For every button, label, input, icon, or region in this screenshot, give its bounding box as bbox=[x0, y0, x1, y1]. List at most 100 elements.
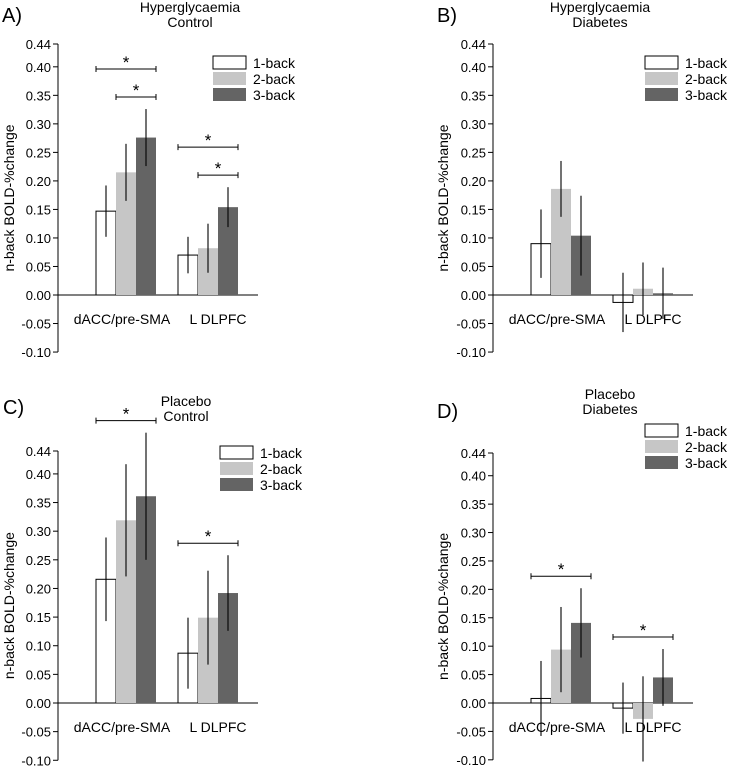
bar bbox=[551, 188, 571, 295]
y-tick-label: 0.40 bbox=[461, 469, 486, 484]
significance-star: * bbox=[133, 81, 140, 100]
y-tick-label: 0.35 bbox=[26, 88, 51, 103]
significance-star: * bbox=[205, 131, 212, 150]
y-tick-label: 0.25 bbox=[461, 145, 486, 160]
legend-label: 2-back bbox=[685, 439, 728, 455]
panel-title-line: Control bbox=[163, 408, 208, 424]
y-tick-label: 0.25 bbox=[461, 554, 486, 569]
y-tick-label: 0.05 bbox=[26, 259, 51, 274]
y-tick-label: 0.25 bbox=[26, 553, 51, 568]
y-tick-label: -0.10 bbox=[456, 345, 486, 360]
panel-title-line: Hyperglycaemia bbox=[140, 0, 241, 15]
significance-star: * bbox=[123, 53, 130, 72]
y-tick-label: 0.44 bbox=[26, 444, 51, 459]
y-tick-label: 0.05 bbox=[26, 667, 51, 682]
category-label: dACC/pre-SMA bbox=[509, 311, 606, 327]
significance-star: * bbox=[205, 527, 212, 546]
significance-star: * bbox=[558, 560, 565, 579]
y-tick-label: 0.00 bbox=[461, 288, 486, 303]
y-tick-label: 0.40 bbox=[26, 467, 51, 482]
category-label: L DLPFC bbox=[624, 311, 681, 327]
y-tick-label: 0.00 bbox=[26, 288, 51, 303]
y-tick-label: -0.10 bbox=[21, 753, 51, 768]
y-tick-label: 0.15 bbox=[461, 611, 486, 626]
y-tick-label: 0.44 bbox=[461, 37, 486, 52]
bar bbox=[116, 520, 136, 703]
legend-swatch bbox=[645, 456, 678, 469]
legend-swatch bbox=[645, 88, 678, 101]
y-tick-label: 0.40 bbox=[26, 60, 51, 75]
panel-title-line: Diabetes bbox=[582, 401, 637, 417]
legend-swatch bbox=[645, 72, 678, 85]
y-tick-label: 0.30 bbox=[461, 526, 486, 541]
y-tick-label: 0.00 bbox=[461, 696, 486, 711]
legend-label: 1-back bbox=[253, 55, 296, 71]
y-tick-label: 0.15 bbox=[26, 610, 51, 625]
y-tick-label: 0.44 bbox=[26, 37, 51, 52]
legend-swatch bbox=[644, 423, 679, 438]
legend-label: 1-back bbox=[685, 55, 728, 71]
legend-label: 3-back bbox=[685, 455, 728, 471]
y-tick-label: 0.20 bbox=[461, 174, 486, 189]
y-tick-label: 0.44 bbox=[461, 446, 486, 461]
y-axis-label: n-back BOLD-%change bbox=[435, 533, 451, 680]
y-axis-label: n-back BOLD-%change bbox=[435, 124, 451, 271]
panel-label: C) bbox=[3, 397, 24, 419]
panel-title-line: Hyperglycaemia bbox=[550, 0, 651, 15]
legend-swatch bbox=[220, 478, 253, 491]
bar bbox=[136, 496, 156, 703]
y-tick-label: 0.10 bbox=[26, 639, 51, 654]
legend-label: 1-back bbox=[260, 445, 303, 461]
category-label: dACC/pre-SMA bbox=[74, 311, 171, 327]
y-tick-label: 0.00 bbox=[26, 696, 51, 711]
y-tick-label: -0.10 bbox=[21, 345, 51, 360]
y-tick-label: 0.30 bbox=[26, 524, 51, 539]
bar bbox=[136, 137, 156, 295]
legend-swatch bbox=[220, 462, 253, 475]
y-tick-label: 0.15 bbox=[26, 202, 51, 217]
y-tick-label: 0.20 bbox=[26, 581, 51, 596]
y-tick-label: 0.20 bbox=[26, 174, 51, 189]
y-tick-label: 0.10 bbox=[461, 231, 486, 246]
panel-title-line: Control bbox=[167, 14, 212, 30]
panel-label: A) bbox=[2, 5, 22, 27]
legend-swatch bbox=[219, 445, 254, 460]
y-tick-label: -0.05 bbox=[456, 724, 486, 739]
y-tick-label: 0.10 bbox=[461, 639, 486, 654]
legend-label: 3-back bbox=[685, 87, 728, 103]
panel-title-line: Placebo bbox=[161, 393, 212, 409]
panel-title-line: Placebo bbox=[585, 386, 636, 402]
legend-label: 1-back bbox=[685, 423, 728, 439]
y-tick-label: -0.05 bbox=[456, 317, 486, 332]
legend-swatch bbox=[212, 55, 247, 70]
y-tick-label: 0.35 bbox=[461, 88, 486, 103]
y-tick-label: 0.30 bbox=[461, 117, 486, 132]
y-tick-label: 0.40 bbox=[461, 60, 486, 75]
legend-swatch bbox=[213, 88, 246, 101]
y-tick-label: 0.30 bbox=[26, 117, 51, 132]
legend-swatch bbox=[644, 55, 679, 70]
y-axis-label: n-back BOLD-%change bbox=[1, 532, 17, 679]
legend-label: 3-back bbox=[253, 87, 296, 103]
y-tick-label: -0.10 bbox=[456, 753, 486, 768]
category-label: dACC/pre-SMA bbox=[509, 719, 606, 735]
category-label: L DLPFC bbox=[624, 719, 681, 735]
significance-star: * bbox=[215, 159, 222, 178]
legend-label: 2-back bbox=[253, 71, 296, 87]
legend-label: 2-back bbox=[260, 461, 303, 477]
y-axis-label: n-back BOLD-%change bbox=[1, 124, 17, 271]
y-tick-label: 0.35 bbox=[26, 496, 51, 511]
legend-swatch bbox=[213, 72, 246, 85]
y-tick-label: 0.10 bbox=[26, 231, 51, 246]
y-tick-label: 0.05 bbox=[461, 259, 486, 274]
significance-star: * bbox=[123, 405, 130, 424]
category-label: dACC/pre-SMA bbox=[74, 719, 171, 735]
significance-star: * bbox=[640, 621, 647, 640]
bar bbox=[218, 207, 238, 295]
legend-label: 2-back bbox=[685, 71, 728, 87]
y-tick-label: 0.25 bbox=[26, 145, 51, 160]
